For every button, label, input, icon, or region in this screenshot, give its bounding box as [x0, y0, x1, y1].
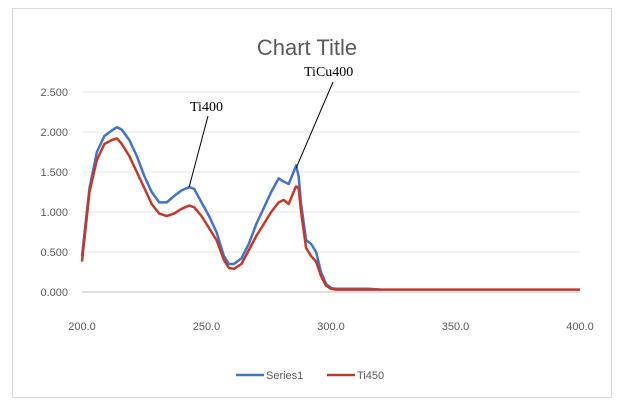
- series-line-series1: [80, 125, 381, 291]
- annotation-label: TiCu400: [304, 65, 353, 80]
- y-tick-label: 2.000: [40, 127, 68, 139]
- legend-label: Ti450: [357, 370, 384, 382]
- x-tick-label: 300.0: [317, 321, 345, 333]
- x-tick-label: 200.0: [68, 321, 96, 333]
- annotation-leader-line: [188, 115, 209, 188]
- chart-title: Chart Title: [257, 35, 357, 60]
- legend-label: Series1: [266, 370, 303, 382]
- y-tick-label: 1.000: [40, 207, 68, 219]
- x-tick-label: 250.0: [193, 321, 221, 333]
- x-tick-label: 400.0: [566, 321, 594, 333]
- y-tick-label: 0.500: [40, 247, 68, 259]
- x-tick-label: 350.0: [442, 321, 470, 333]
- chart-frame: [12, 8, 612, 398]
- y-tick-label: 0.000: [40, 287, 68, 299]
- annotation-leader-line: [295, 81, 334, 169]
- y-tick-label: 2.500: [40, 87, 68, 99]
- y-tick-label: 1.500: [40, 167, 68, 179]
- series-line-ti450: [80, 137, 580, 291]
- annotation-label: Ti400: [190, 100, 223, 115]
